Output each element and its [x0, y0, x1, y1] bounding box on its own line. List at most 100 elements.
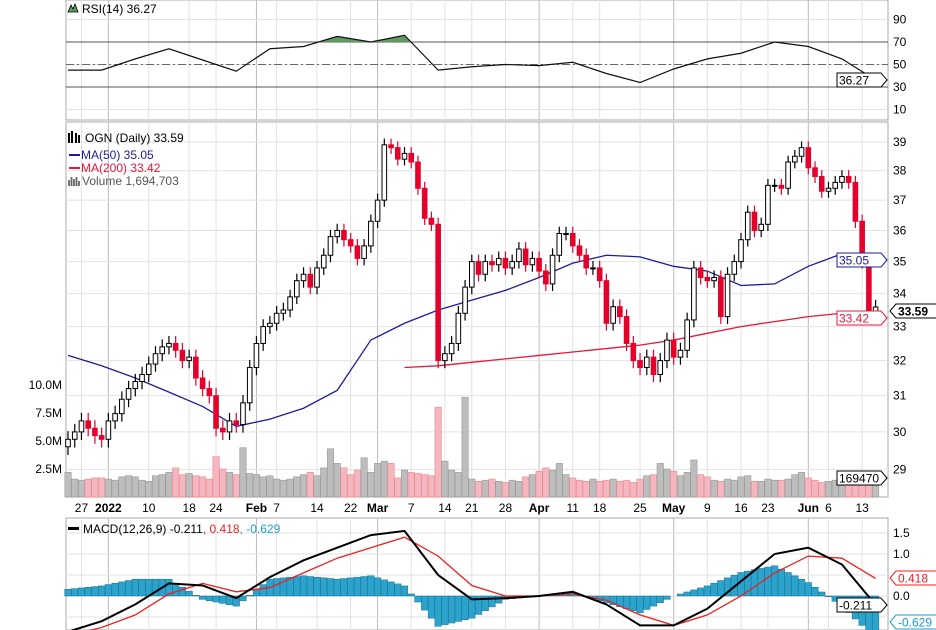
volume-bar	[199, 476, 207, 498]
volume-bar	[178, 474, 186, 498]
candle-body	[771, 184, 778, 187]
candle-body	[421, 187, 428, 219]
volume-bar	[77, 479, 85, 498]
macd-histogram-bar	[71, 588, 79, 597]
volume-bar	[508, 479, 516, 498]
volume-bar	[125, 475, 133, 498]
volume-bars	[64, 397, 880, 498]
macd-histogram-bar	[656, 595, 664, 603]
candle-body	[320, 254, 327, 269]
volume-bar	[138, 479, 146, 498]
volume-bar	[501, 482, 509, 498]
macd-histogram-bar	[306, 576, 314, 597]
macd-histogram-bar	[131, 578, 139, 597]
volume-bar	[475, 481, 483, 498]
volume-bar	[757, 481, 765, 498]
candle-body	[240, 402, 246, 426]
candle-body	[731, 261, 738, 275]
rsi-tick-label: 50	[893, 58, 907, 72]
volume-bar	[98, 477, 106, 498]
volume-bar	[71, 478, 79, 498]
volume-bar	[279, 479, 287, 498]
volume-bar	[528, 474, 536, 498]
ma200-swatch	[69, 167, 80, 169]
candle-body	[448, 342, 455, 355]
macd-legend-signal: , 0.418	[203, 522, 240, 536]
rsi-icon	[67, 2, 79, 13]
candle-body	[543, 270, 549, 285]
candle-body	[105, 420, 112, 440]
candle-body	[677, 349, 684, 358]
volume-bar	[273, 478, 281, 498]
macd-histogram-bar	[212, 595, 220, 603]
candle-body	[246, 367, 253, 404]
rsi-legend-text: RSI(14) 36.27	[82, 2, 157, 16]
candle-body	[145, 363, 152, 375]
x-tick-label: 24	[209, 501, 223, 515]
volume-bar	[824, 481, 832, 498]
ma50-value-tag-box	[836, 252, 888, 268]
candle-body	[630, 342, 637, 362]
volume-value-tag-box	[836, 470, 888, 486]
macd-histogram-bar	[441, 595, 449, 625]
macd-histogram-bar	[407, 593, 415, 597]
volume-bar	[219, 468, 227, 498]
candle-body	[314, 267, 320, 288]
macd-histogram-bar	[353, 576, 361, 597]
macd-histogram-bar	[340, 578, 348, 597]
macd-histogram-bar	[252, 589, 260, 597]
candle-body	[845, 176, 852, 183]
macd-histogram-bar	[676, 593, 684, 597]
macd-swatch	[68, 527, 79, 530]
volume-bar	[367, 472, 375, 498]
candle-body	[219, 427, 226, 433]
candle-body	[825, 187, 832, 192]
macd-histogram-bar	[434, 595, 442, 627]
panel-frame	[65, 0, 889, 121]
volume-bar	[380, 460, 388, 498]
volume-bar	[421, 474, 429, 498]
macd-histogram-bar	[784, 572, 792, 597]
macd-histogram-bar	[872, 595, 880, 630]
volume-bar	[232, 474, 240, 498]
macd-histogram-bar	[421, 595, 429, 611]
candle-body	[751, 211, 758, 231]
candle-body	[226, 420, 233, 433]
volume-bar	[286, 478, 294, 498]
volume-bar	[266, 475, 274, 498]
volume-bar	[609, 478, 617, 498]
x-tick-label: Apr	[529, 501, 550, 515]
macd-value-tag-box	[836, 597, 888, 613]
value-tags: 36.27 35.05 33.42 33.59 169470 0.418 -0.211 -0.…	[836, 72, 936, 630]
candle-body	[516, 248, 522, 263]
candle-body	[839, 176, 845, 183]
candle-body	[327, 236, 334, 256]
svg-text:MACD(12,26,9) -0.211, 0.418, -: MACD(12,26,9) -0.211, 0.418, -0.629	[83, 522, 281, 536]
macd-histogram-bar	[246, 595, 254, 597]
x-tick-label: 10	[142, 501, 156, 515]
volume-bar	[131, 476, 139, 498]
volume-bar	[387, 463, 395, 498]
volume-bar	[104, 478, 112, 498]
volume-bar	[293, 476, 301, 498]
volume-bar	[360, 457, 368, 498]
candle-body	[152, 353, 159, 365]
volume-bar	[414, 473, 422, 498]
candle-body	[711, 276, 717, 282]
candle-body	[172, 342, 179, 351]
ma50-value-tag: 35.05	[839, 254, 869, 268]
candle-body	[832, 181, 839, 189]
volume-bar	[64, 472, 72, 498]
volume-bar	[737, 476, 745, 498]
candle-body	[536, 257, 542, 272]
macd-histogram-bar	[629, 595, 637, 612]
volume-tick-label: 5.0M	[35, 434, 62, 448]
volume-bar	[239, 447, 247, 498]
macd-histogram-bar	[104, 584, 112, 597]
rsi-tick-label: 10	[893, 103, 907, 117]
volume-bar	[91, 477, 99, 498]
rsi-value-tag-box	[836, 72, 888, 88]
candle-body	[442, 353, 448, 362]
volume-bar	[663, 468, 671, 498]
volume-bar	[374, 463, 382, 498]
